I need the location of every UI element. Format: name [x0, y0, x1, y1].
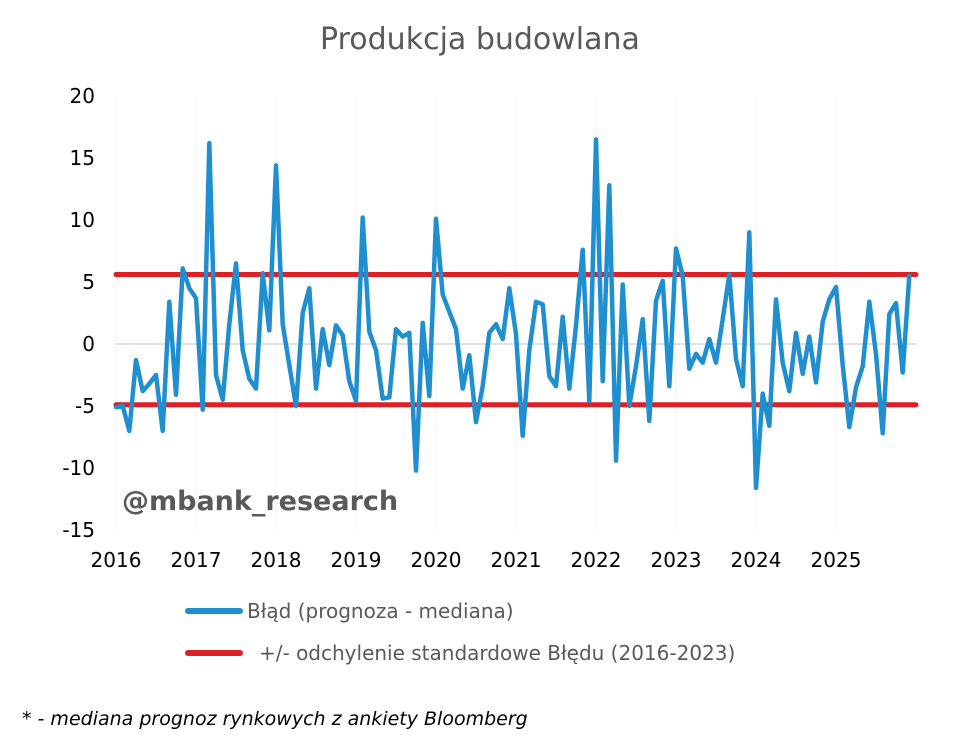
x-tick-label: 2025 — [811, 548, 862, 572]
error-series — [113, 137, 912, 491]
x-tick-label: 2016 — [91, 548, 142, 572]
x-tick-label: 2019 — [331, 548, 382, 572]
y-tick-label: 20 — [70, 84, 95, 108]
x-tick-label: 2018 — [251, 548, 302, 572]
x-tick-label: 2017 — [171, 548, 222, 572]
footnote: * - mediana prognoz rynkowych z ankiety … — [22, 708, 528, 730]
legend-swatch-error — [185, 608, 243, 614]
y-tick-label: -15 — [62, 518, 95, 542]
x-tick-label: 2020 — [411, 548, 462, 572]
watermark-text: @mbank_research — [122, 486, 398, 517]
y-tick-label: 10 — [70, 208, 95, 232]
legend-item-stddev: +/- odchylenie standardowe Błędu (2016-2… — [185, 638, 735, 668]
y-tick-label: 5 — [82, 270, 95, 294]
y-tick-label: -10 — [62, 456, 95, 480]
x-tick-label: 2024 — [731, 548, 782, 572]
y-tick-label: -5 — [75, 394, 95, 418]
legend-swatch-stddev — [185, 650, 243, 656]
x-tick-label: 2022 — [571, 548, 622, 572]
x-tick-label: 2023 — [651, 548, 702, 572]
y-axis-ticks: 20 15 10 5 0 -5 -10 -15 — [62, 84, 95, 542]
chart-title: Produkcja budowlana — [320, 22, 640, 57]
x-tick-label: 2021 — [491, 548, 542, 572]
y-tick-label: 15 — [70, 146, 95, 170]
legend-label-error: Błąd (prognoza - mediana) — [247, 599, 514, 623]
gridlines — [115, 96, 837, 530]
std-band-lines — [113, 272, 919, 408]
error-series-line — [113, 137, 912, 491]
legend-item-error: Błąd (prognoza - mediana) — [185, 596, 514, 626]
legend-label-stddev: +/- odchylenie standardowe Błędu (2016-2… — [259, 641, 736, 665]
y-tick-label: 0 — [82, 332, 95, 356]
x-axis-ticks: 2016 2017 2018 2019 2020 2021 2022 2023 2024 2025 — [91, 548, 862, 572]
